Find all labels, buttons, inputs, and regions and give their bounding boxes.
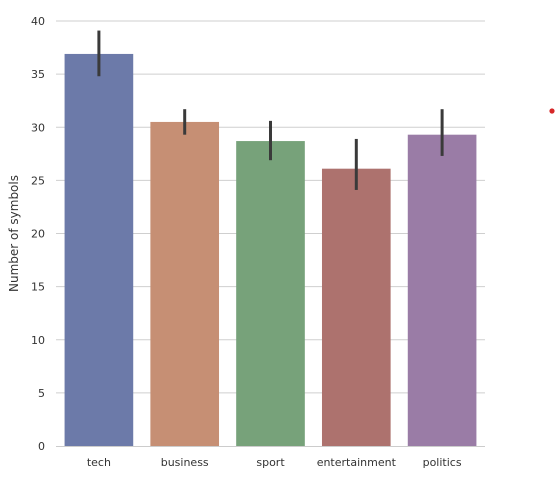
x-tick-label-politics: politics	[423, 456, 462, 469]
bars	[64, 53, 477, 446]
error-bars	[97, 30, 444, 190]
y-axis-label: Number of symbols	[7, 175, 21, 292]
red-dot-marker	[549, 108, 555, 114]
bar-sport	[236, 141, 305, 446]
y-tick-label: 10	[31, 334, 45, 347]
x-tick-labels: tech business sport entertainment politics	[87, 456, 462, 469]
x-tick-label-business: business	[161, 456, 209, 469]
bar-business	[150, 121, 220, 446]
y-tick-label: 40	[31, 15, 45, 28]
x-tick-label-tech: tech	[87, 456, 111, 469]
y-tick-label: 0	[38, 440, 45, 453]
bar-tech	[64, 53, 134, 446]
y-tick-labels: 0 5 10 15 20 25 30 35 40	[31, 15, 45, 453]
bar-entertainment	[321, 168, 391, 446]
y-tick-label: 30	[31, 121, 45, 134]
bar-politics	[407, 134, 477, 446]
x-tick-label-entertainment: entertainment	[317, 456, 397, 469]
y-tick-label: 35	[31, 68, 45, 81]
y-tick-label: 5	[38, 387, 45, 400]
y-tick-label: 20	[31, 228, 45, 241]
x-tick-label-sport: sport	[256, 456, 285, 469]
y-tick-label: 15	[31, 281, 45, 294]
y-tick-label: 25	[31, 174, 45, 187]
